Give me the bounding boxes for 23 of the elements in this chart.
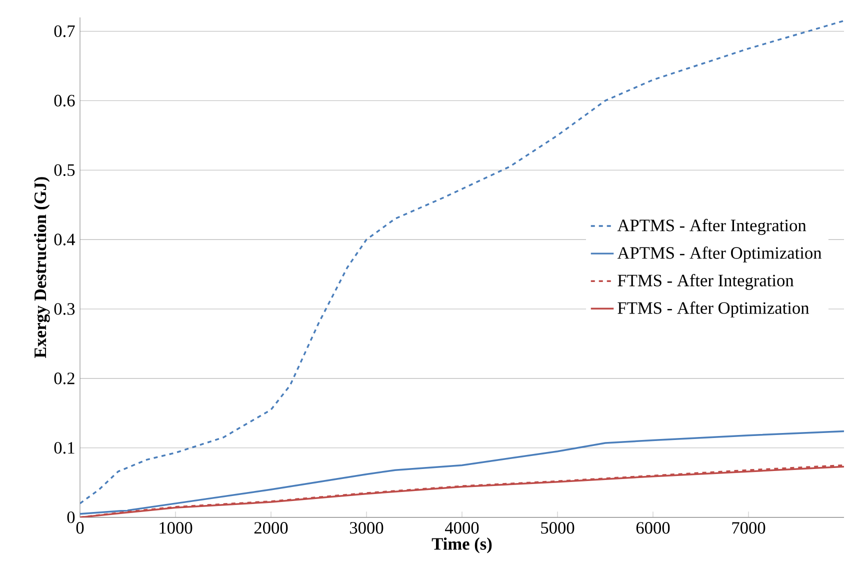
x-tick-label: 0 xyxy=(76,522,84,534)
legend-label: APTMS - After Integration xyxy=(617,218,806,235)
legend-label: APTMS - After Optimization xyxy=(617,246,822,262)
x-tick-label: 3000 xyxy=(350,522,384,534)
x-axis-title: Time (s) xyxy=(432,538,492,554)
y-tick-label: 0.5 xyxy=(54,164,75,176)
y-tick-label: 0.7 xyxy=(54,25,75,38)
y-axis-title: Exergy Destruction (GJ) xyxy=(34,177,50,358)
x-tick-label: 1000 xyxy=(160,522,192,534)
x-tick-label: 6000 xyxy=(636,522,670,534)
y-tick-label: 0.1 xyxy=(54,442,74,454)
y-tick-label: 0.3 xyxy=(54,303,75,315)
x-tick-label: 5000 xyxy=(541,522,574,534)
legend-label: FTMS - After Integration xyxy=(618,274,794,290)
line-series xyxy=(80,20,844,504)
y-tick-label: 0 xyxy=(67,511,75,524)
x-tick-label: 7000 xyxy=(732,522,766,534)
y-tick-label: 0.2 xyxy=(54,372,74,384)
y-tick-label: 0.4 xyxy=(54,234,76,246)
x-tick-label: 2000 xyxy=(254,522,288,534)
x-tick-label: 4000 xyxy=(445,522,479,534)
legend-label: FTMS - After Optimization xyxy=(618,302,810,318)
y-tick-label: 0.6 xyxy=(54,94,75,107)
